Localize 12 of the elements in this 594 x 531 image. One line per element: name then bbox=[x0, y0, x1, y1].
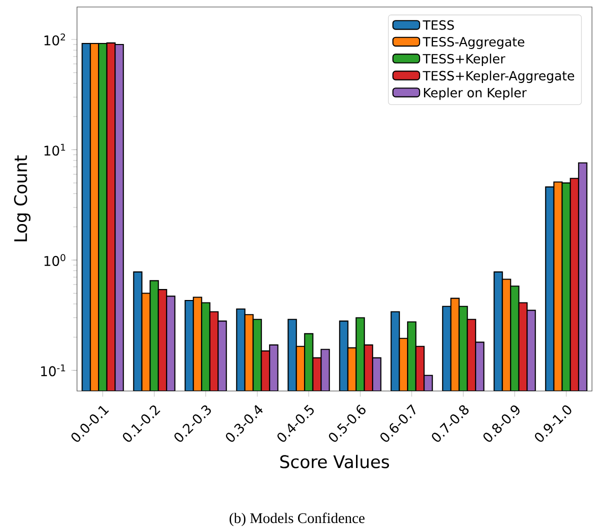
legend-label: TESS+Kepler-Aggregate bbox=[422, 70, 574, 83]
y-tick-label: 10$^{-1}$ bbox=[41, 364, 66, 376]
legend-label: Kepler on Kepler bbox=[424, 88, 527, 100]
legend-label: TESS-Aggregate bbox=[422, 36, 524, 50]
y-tick-label: 10$^{2}$ bbox=[44, 33, 65, 46]
y-tick-label: 10$^{1}$ bbox=[44, 144, 66, 156]
y-tick-label: 10$^{0}$ bbox=[44, 254, 66, 266]
text: (b) Models Confidence bbox=[230, 512, 365, 526]
legend-label: TESS+Kepler bbox=[422, 54, 506, 66]
x-axis-title: Score Values bbox=[280, 454, 390, 468]
legend-label: TESS bbox=[422, 20, 454, 30]
y-axis-title: Log Count bbox=[14, 155, 30, 242]
